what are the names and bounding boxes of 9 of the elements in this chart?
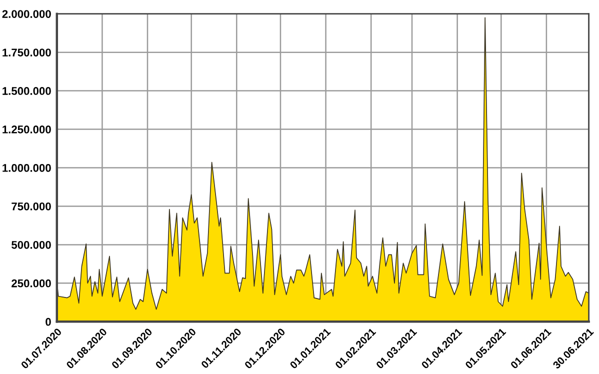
y-tick-label: 750.000 [12, 202, 51, 210]
y-tick-label: 1.000.000 [2, 164, 51, 172]
y-tick-label: 1.500.000 [2, 87, 51, 95]
y-tick-label: 2.000.000 [2, 10, 51, 18]
y-tick-label: 0 [46, 318, 51, 326]
y-tick-label: 1.250.000 [2, 126, 51, 134]
y-tick-label: 1.750.000 [2, 48, 51, 56]
y-tick-label: 250.000 [12, 279, 51, 288]
y-tick-label: 500.000 [12, 240, 51, 249]
